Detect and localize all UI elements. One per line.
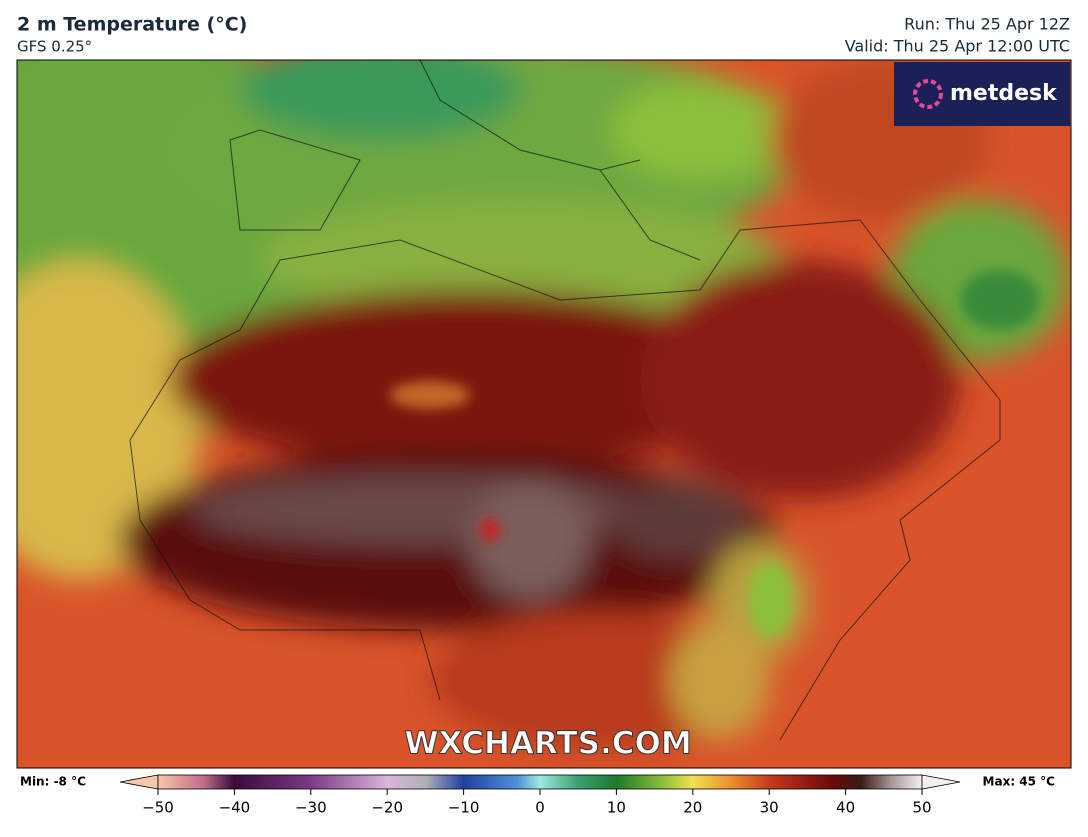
colorbar-tick-label: −50: [142, 799, 174, 817]
run-label: Run: Thu 25 Apr 12Z: [904, 15, 1070, 34]
colorbar-low-arrow: [119, 774, 159, 790]
colorbar-tick-label: −20: [371, 799, 403, 817]
model-label: GFS 0.25°: [17, 38, 92, 56]
min-label: Min: -8 °C: [20, 775, 86, 789]
colorbar-tick-label: 30: [760, 799, 779, 817]
colorbar-tick-label: −40: [219, 799, 251, 817]
colorbar-tick-label: 20: [683, 799, 702, 817]
logo-box: metdesk: [894, 62, 1070, 126]
map-title: 2 m Temperature (°C): [17, 14, 247, 36]
colorbar-tick-label: −30: [295, 799, 327, 817]
colorbar-high-arrow: [921, 774, 961, 790]
valid-label: Valid: Thu 25 Apr 12:00 UTC: [845, 37, 1070, 56]
colorbar-tick-label: 0: [535, 799, 545, 817]
colorbar: [157, 774, 923, 790]
colorbar-tick-label: 10: [607, 799, 626, 817]
colorbar-tick-label: 40: [836, 799, 855, 817]
max-label: Max: 45 °C: [983, 775, 1056, 789]
colorbar-tick-label: 50: [912, 799, 931, 817]
watermark: WXCHARTS.COM: [404, 726, 691, 762]
logo-text: metdesk: [950, 81, 1058, 106]
colorbar-tick-label: −10: [448, 799, 480, 817]
